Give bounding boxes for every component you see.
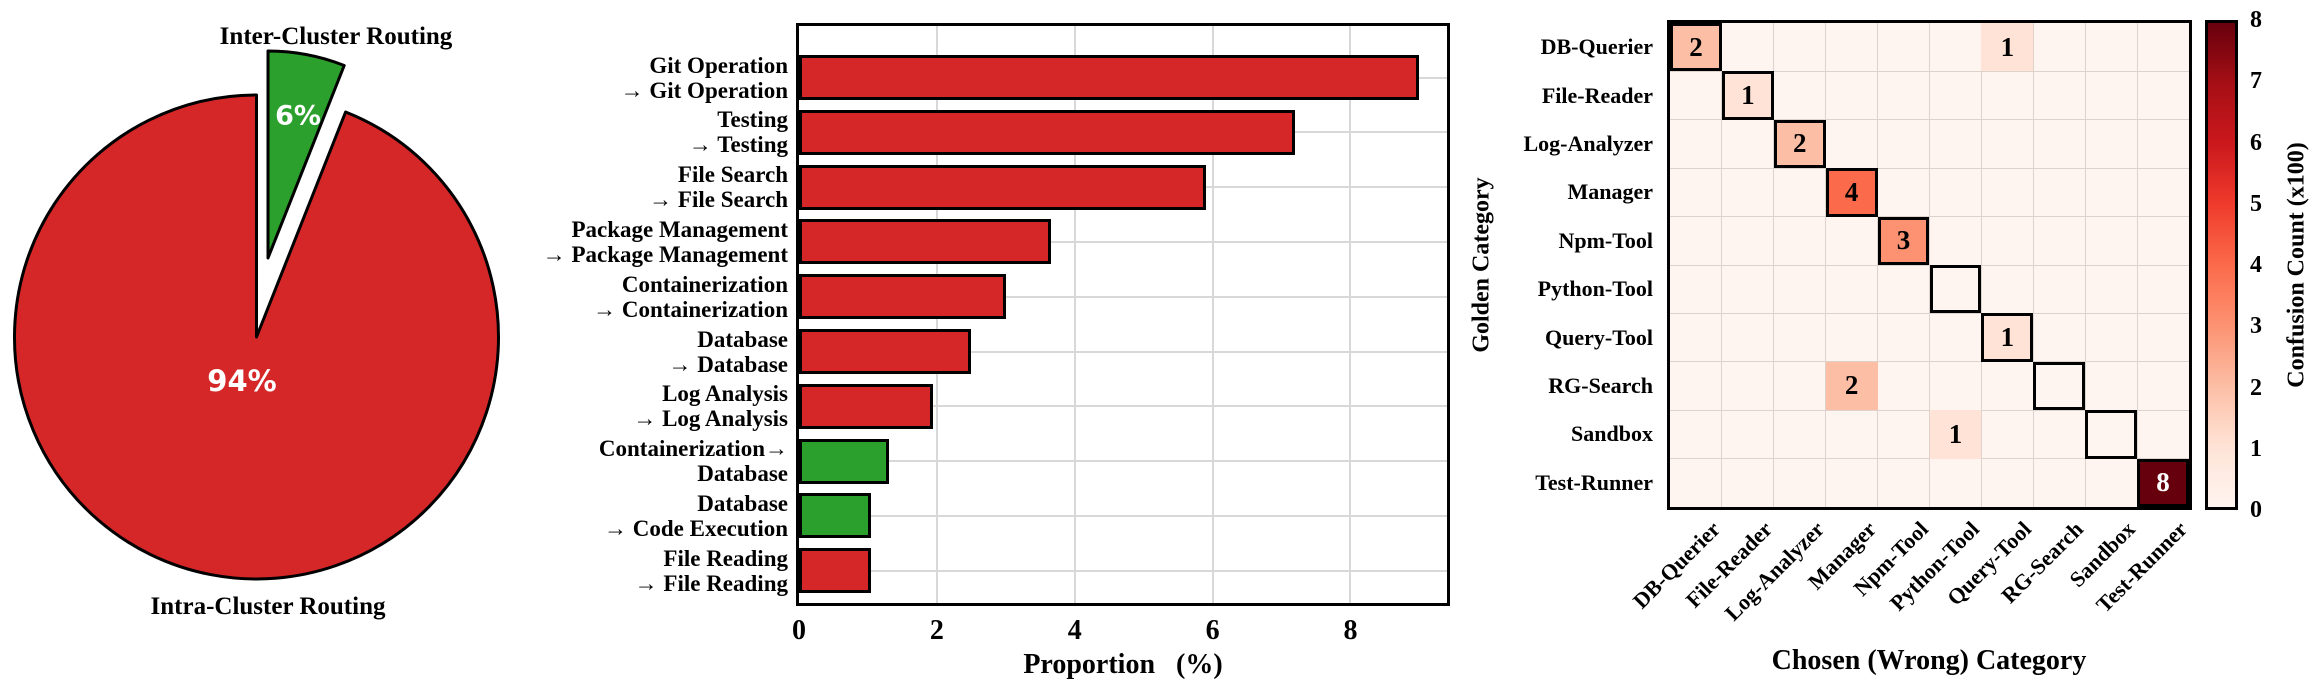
bar-chart-plot-area xyxy=(796,23,1450,606)
heatmap-diagonal-outline-Python-Tool xyxy=(1929,265,1982,314)
heatmap-row-label-RG-Search: RG-Search xyxy=(1548,373,1653,398)
bar-category-label-2: Testing → Testing xyxy=(688,107,788,158)
bar-category-label-8: Containerization→ Database xyxy=(598,436,788,487)
bar-chart-gridline xyxy=(799,240,1447,243)
colorbar-tick-2: 2 xyxy=(2250,374,2262,401)
heatmap-gridline xyxy=(1670,361,2189,363)
colorbar-tick-6: 6 xyxy=(2250,129,2262,156)
pie-chart xyxy=(13,49,500,581)
bar-7 xyxy=(799,383,934,429)
heatmap-cell-File-Reader-File-Reader: 1 xyxy=(1721,71,1774,120)
colorbar-tick-4: 4 xyxy=(2250,252,2262,278)
heatmap-cell-Query-Tool-Query-Tool: 1 xyxy=(1981,313,2034,362)
heatmap-row-label-Log-Analyzer: Log-Analyzer xyxy=(1523,131,1653,156)
bar-x-tick-8: 8 xyxy=(1343,615,1358,646)
colorbar-title: Confusion Count (x100) xyxy=(2283,142,2310,388)
heatmap-gridline xyxy=(1670,312,2189,314)
bar-category-label-4: Package Management → Package Management xyxy=(542,216,788,267)
bar-category-label-9: Database → Code Execution xyxy=(604,490,788,541)
heatmap-gridline xyxy=(1670,458,2189,460)
heatmap-cell-DB-Querier-Query-Tool: 1 xyxy=(1981,23,2034,72)
pie-slice-inter-cluster xyxy=(266,49,346,260)
bar-x-tick-2: 2 xyxy=(929,615,944,646)
bar-chart-gridline xyxy=(799,569,1447,572)
bar-chart-gridline xyxy=(799,405,1447,408)
colorbar xyxy=(2205,20,2238,510)
heatmap-cell-Manager-Manager: 4 xyxy=(1825,168,1878,217)
colorbar-tick-1: 1 xyxy=(2250,435,2262,462)
colorbar-tick-0: 0 xyxy=(2250,497,2262,523)
colorbar-tick-8: 8 xyxy=(2250,7,2262,33)
heatmap-diagonal-outline-File-Reader xyxy=(1721,71,1774,120)
bar-8 xyxy=(799,438,889,484)
pie-pct-label-inter: 6% xyxy=(275,100,321,132)
bar-x-tick-0: 0 xyxy=(792,615,806,646)
bar-5 xyxy=(799,274,1006,320)
bar-category-label-5: Containerization → Containerization xyxy=(593,271,788,322)
heatmap-cell-DB-Querier-DB-Querier: 2 xyxy=(1670,23,1722,72)
bar-9 xyxy=(799,493,872,539)
pie-label-intra-cluster: Intra-Cluster Routing xyxy=(150,593,386,620)
heatmap-diagonal-outline-Manager xyxy=(1825,168,1878,217)
bar-category-label-6: Database → Database xyxy=(668,326,788,377)
heatmap-diagonal-outline-Test-Runner xyxy=(2137,458,2189,507)
heatmap-row-label-Query-Tool: Query-Tool xyxy=(1545,324,1653,350)
heatmap-gridline xyxy=(1980,23,1982,507)
colorbar-tick-5: 5 xyxy=(2250,190,2262,217)
heatmap-cell-Npm-Tool-Npm-Tool: 3 xyxy=(1877,216,1930,265)
heatmap-x-axis-title: Chosen (Wrong) Category xyxy=(1771,645,2087,676)
heatmap-cell-Test-Runner-Test-Runner: 8 xyxy=(2137,458,2189,507)
bar-chart-gridline xyxy=(1211,26,1214,603)
bar-4 xyxy=(799,219,1051,265)
bar-category-label-7: Log Analysis → Log Analysis xyxy=(633,381,788,432)
bar-chart-gridline xyxy=(1349,26,1352,603)
bar-chart-gridline xyxy=(799,350,1447,353)
heatmap-gridline xyxy=(2136,23,2138,507)
pie-pct-label-intra: 94% xyxy=(207,364,277,398)
heatmap-cell-Sandbox-Python-Tool: 1 xyxy=(1929,410,1982,459)
pie-title-inter-cluster: Inter-Cluster Routing xyxy=(219,23,453,50)
heatmap-row-label-Sandbox: Sandbox xyxy=(1571,421,1653,447)
heatmap-row-label-Npm-Tool: Npm-Tool xyxy=(1558,227,1653,253)
heatmap-row-label-Test-Runner: Test-Runner xyxy=(1535,469,1653,495)
heatmap-row-label-DB-Querier: DB-Querier xyxy=(1540,34,1653,60)
heatmap-gridline xyxy=(2032,23,2034,507)
bar-3 xyxy=(799,164,1206,210)
bar-chart-x-axis-title: Proportion (%) xyxy=(1023,649,1223,680)
heatmap-diagonal-outline-Sandbox xyxy=(2085,410,2138,459)
heatmap-diagonal-outline-Log-Analyzer xyxy=(1773,119,1826,169)
bar-chart-gridline xyxy=(799,295,1447,298)
heatmap-gridline xyxy=(2084,23,2086,507)
bar-chart-gridline xyxy=(799,460,1447,463)
bar-x-tick-6: 6 xyxy=(1205,615,1220,646)
bar-chart-gridline xyxy=(799,514,1447,517)
bar-2 xyxy=(799,109,1296,155)
heatmap-row-label-Manager: Manager xyxy=(1567,179,1653,205)
bar-category-label-10: File Reading → File Reading xyxy=(634,545,788,596)
bar-1 xyxy=(799,55,1420,100)
heatmap-diagonal-outline-RG-Search xyxy=(2033,361,2086,411)
bar-x-tick-4: 4 xyxy=(1067,615,1082,646)
heatmap-diagonal-outline-Npm-Tool xyxy=(1877,216,1930,265)
pie-slice-intra-cluster xyxy=(13,93,500,581)
bar-6 xyxy=(799,329,972,374)
bar-category-label-3: File Search → File Search xyxy=(649,162,788,213)
heatmap-cell-Log-Analyzer-Log-Analyzer: 2 xyxy=(1773,119,1826,169)
heatmap-cell-RG-Search-Manager: 2 xyxy=(1825,361,1878,411)
heatmap-diagonal-outline-Query-Tool xyxy=(1981,313,2034,362)
colorbar-tick-7: 7 xyxy=(2250,68,2262,95)
colorbar-tick-3: 3 xyxy=(2250,313,2262,340)
bar-category-label-1: Git Operation → Git Operation xyxy=(620,52,788,103)
bar-chart-gridline xyxy=(1073,26,1076,603)
bar-10 xyxy=(799,548,872,594)
heatmap-row-label-Python-Tool: Python-Tool xyxy=(1537,276,1653,302)
heatmap-row-label-File-Reader: File-Reader xyxy=(1541,82,1653,108)
heatmap-diagonal-outline-DB-Querier xyxy=(1670,23,1722,72)
